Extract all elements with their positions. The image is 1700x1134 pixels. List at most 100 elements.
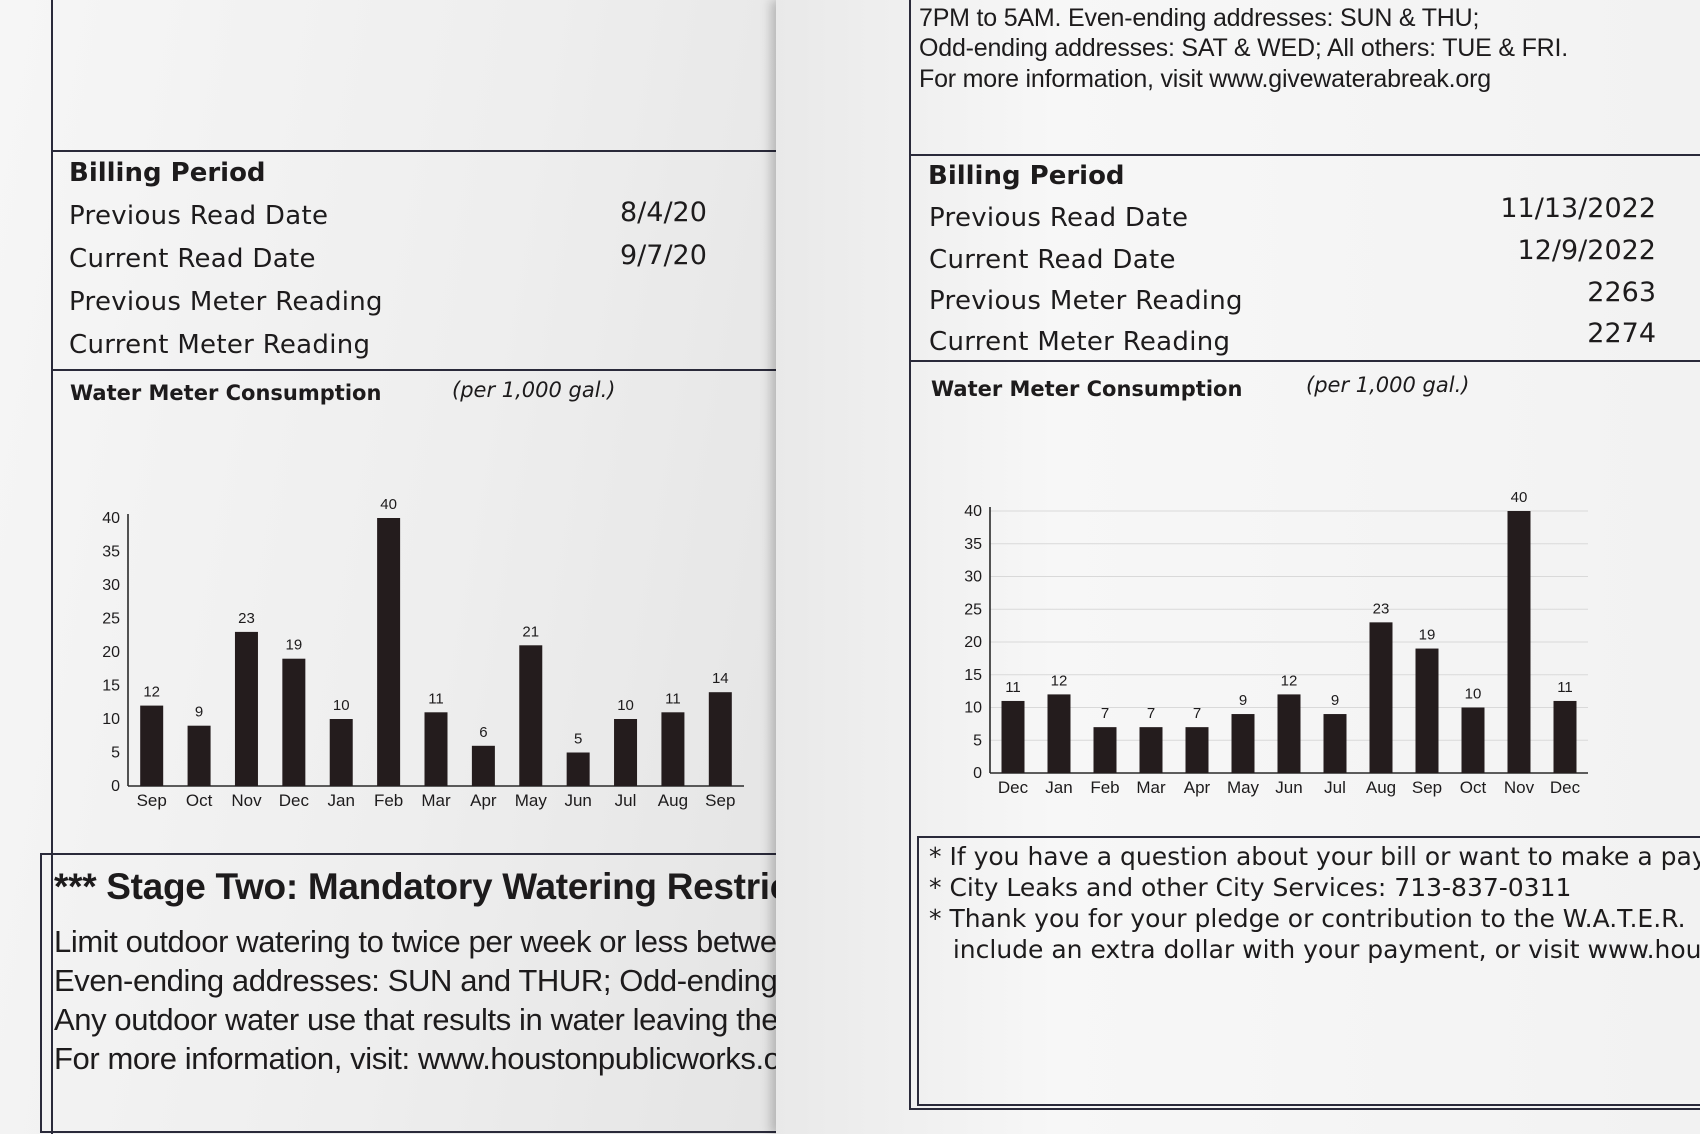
consumption-unit-label: (per 1,000 gal.) [1306,373,1470,397]
x-tick-label: Apr [470,791,497,810]
bar-value-label: 10 [333,697,350,714]
x-tick-label: Oct [186,791,213,810]
y-tick-label: 5 [111,745,120,762]
consumption-bar [1001,700,1025,773]
contact-line: * If you have a question about your bill… [929,842,1700,871]
current-read-date-value: 9/7/20 [620,240,707,271]
y-tick-label: 30 [102,577,120,594]
y-tick-label: 15 [102,678,120,695]
consumption-bar [519,645,543,786]
bar-value-label: 11 [1005,679,1021,696]
x-tick-label: Aug [658,791,688,810]
y-tick-label: 35 [102,544,120,561]
consumption-bar [1185,727,1209,773]
x-tick-label: Jul [615,791,637,810]
consumption-bar [1093,727,1117,773]
x-tick-label: Dec [998,778,1029,797]
right-bill-frame [909,0,1700,1110]
bar-value-label: 10 [1465,686,1482,703]
consumption-bar [1461,707,1485,773]
x-tick-label: Oct [1460,778,1487,797]
bar-value-label: 7 [1101,705,1109,722]
bar-value-label: 23 [1373,600,1390,617]
current-read-date-value: 12/9/2022 [1517,235,1656,266]
previous-meter-reading-label: Previous Meter Reading [69,287,383,317]
consumption-bar [1415,648,1439,773]
right-bill-sheet: 7PM to 5AM. Even-ending addresses: SUN &… [776,0,1700,1134]
bar-value-label: 12 [1051,672,1068,689]
stage-two-notice-title: *** Stage Two: Mandatory Watering Restri… [54,866,790,907]
previous-meter-reading-value: 2263 [1587,277,1656,308]
consumption-bar [140,705,164,786]
y-tick-label: 25 [964,601,982,618]
x-tick-label: Jul [1324,778,1346,797]
y-tick-label: 40 [964,503,982,520]
previous-meter-reading-label: Previous Meter Reading [929,286,1243,316]
current-meter-reading-label: Current Meter Reading [929,327,1231,357]
y-tick-label: 5 [973,732,982,749]
x-tick-label: Jan [328,791,355,810]
notice-line: Even-ending addresses: SUN and THUR; Odd… [54,963,790,998]
bar-value-label: 19 [286,637,303,654]
y-tick-label: 15 [964,667,982,684]
x-tick-label: Feb [374,791,403,810]
bar-value-label: 11 [428,690,444,707]
left-bill-sheet: Billing Period Previous Read Date 8/4/20… [0,0,790,1134]
x-tick-label: Mar [421,791,451,810]
billing-period-title: Billing Period [928,161,1125,191]
contact-line: * City Leaks and other City Services: 71… [929,873,1572,902]
divider [51,369,790,371]
bar-value-label: 11 [665,690,681,707]
y-tick-label: 35 [964,536,982,553]
consumption-bar [1369,622,1393,773]
consumption-bar [329,719,353,786]
current-read-date-label: Current Read Date [69,244,316,274]
contact-line: include an extra dollar with your paymen… [929,935,1700,964]
bar-value-label: 5 [574,731,582,748]
consumption-bar [1553,700,1577,773]
divider [917,836,1700,838]
bar-value-label: 9 [195,704,203,721]
y-tick-label: 20 [102,644,120,661]
x-tick-label: Mar [1136,778,1166,797]
divider [909,154,1700,156]
consumption-chart-left: 0 5 10 15 20 25 30 35 40 12 Sep 9 Oct 23 Nov 19 Dec 10 Jan… [102,496,744,810]
bar-value-label: 9 [1331,692,1339,709]
current-meter-reading-label: Current Meter Reading [69,330,371,360]
x-tick-label: Jun [1275,778,1302,797]
water-meter-consumption-title: Water Meter Consumption [931,377,1243,401]
notice-frame [40,853,790,1133]
consumption-bar [708,692,732,786]
bar-value-label: 19 [1419,627,1436,644]
watering-schedule-line: 7PM to 5AM. Even-ending addresses: SUN &… [919,4,1480,32]
left-bill-frame [51,0,790,1134]
x-tick-label: May [515,791,548,810]
divider [51,150,790,152]
bar-value-label: 40 [1511,489,1528,506]
contact-line: * Thank you for your pledge or contribut… [929,904,1686,933]
x-tick-label: Jun [564,791,591,810]
bar-value-label: 40 [380,496,397,513]
contact-frame [917,836,1700,1106]
more-info-line: For more information, visit www.givewate… [919,65,1491,93]
consumption-bar [614,719,638,786]
consumption-bar [1231,714,1255,773]
consumption-bar [424,712,448,786]
y-tick-label: 20 [964,634,982,651]
consumption-bar [566,752,590,786]
divider [909,360,1700,362]
bar-value-label: 10 [617,697,634,714]
previous-read-date-value: 11/13/2022 [1500,193,1656,224]
x-tick-label: Sep [137,791,167,810]
previous-read-date-label: Previous Read Date [929,203,1189,233]
current-meter-reading-value: 2274 [1587,318,1656,349]
x-tick-label: May [1227,778,1260,797]
consumption-bar [1139,727,1163,773]
consumption-bar [1507,511,1531,773]
bar-value-label: 6 [479,724,487,741]
consumption-bar [471,745,495,786]
consumption-bar [1277,694,1301,773]
consumption-bar [234,631,258,786]
x-tick-label: Dec [1550,778,1581,797]
billing-period-title: Billing Period [69,158,266,188]
